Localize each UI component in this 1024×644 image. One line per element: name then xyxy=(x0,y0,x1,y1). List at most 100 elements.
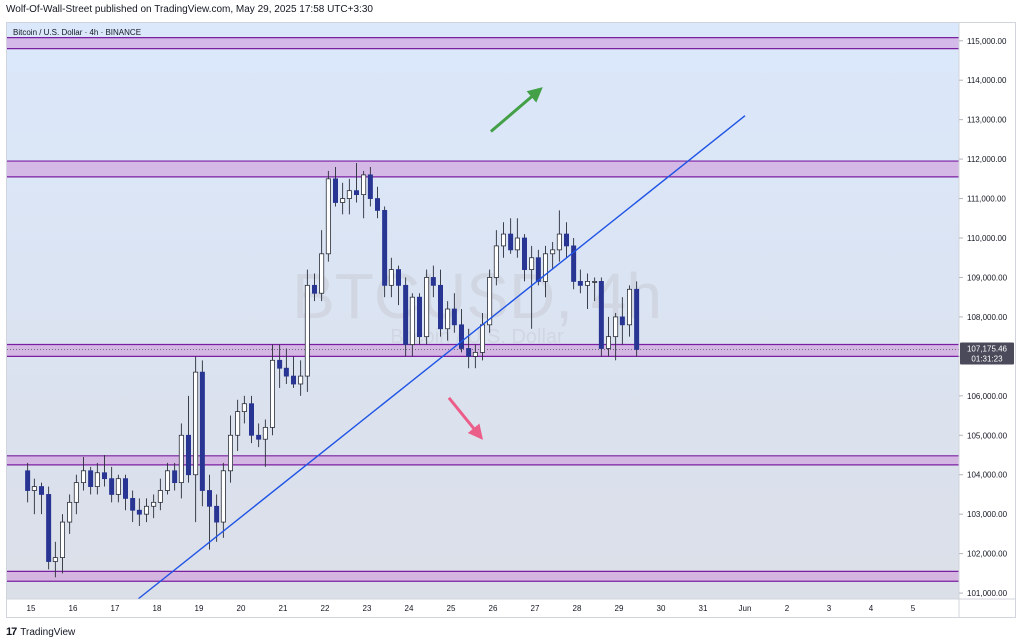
candle-56 xyxy=(416,293,422,345)
candle-body xyxy=(298,375,304,385)
candle-body xyxy=(220,470,226,523)
candle-12 xyxy=(109,466,115,503)
candle-body xyxy=(214,505,220,523)
zone-3 xyxy=(7,455,959,465)
candle-71 xyxy=(522,234,528,282)
candle-15 xyxy=(130,490,136,523)
candle-75 xyxy=(550,241,556,270)
candle-body xyxy=(445,308,451,330)
chart-title: Bitcoin / U.S. Dollar · 4h · BINANCE xyxy=(13,28,141,37)
candle-body xyxy=(437,284,443,330)
candle-58 xyxy=(430,265,436,298)
candle-67 xyxy=(493,230,499,286)
candle-body xyxy=(102,472,108,480)
candle-37 xyxy=(283,348,289,384)
arrows-layer[interactable] xyxy=(447,87,543,440)
candle-body xyxy=(52,557,58,562)
candle-body xyxy=(424,277,430,338)
tradingview-brand[interactable]: 17 TradingView xyxy=(6,626,75,638)
candle-body xyxy=(564,233,570,247)
x-tick-label: 15 xyxy=(27,604,36,613)
candle-84 xyxy=(613,312,619,361)
candle-62 xyxy=(458,309,464,353)
candle-21 xyxy=(172,462,178,491)
chart-frame[interactable]: BTCUSD, 4h Bitcoin / U.S. Dollar Bitcoin… xyxy=(6,22,1016,618)
candle-83 xyxy=(606,316,612,357)
candle-57 xyxy=(424,269,430,345)
candle-82 xyxy=(598,277,604,357)
y-axis[interactable]: 101,000.00 102,000.00 103,000.00 104,000.00… xyxy=(959,37,1008,598)
candle-85 xyxy=(619,297,625,345)
candle-35 xyxy=(269,344,275,436)
candle-body xyxy=(115,478,121,495)
x-axis[interactable]: 15 16 17 18 19 20 21 22 23 24 25 26 27 28 29 30 31 Jun 2 3 4… xyxy=(27,604,916,613)
trendline xyxy=(137,115,746,600)
candle-76 xyxy=(556,210,562,262)
candle-body xyxy=(283,367,289,377)
candle-body xyxy=(109,478,115,495)
y-tick-label: 112,000.00 xyxy=(967,155,1007,164)
x-tick-label: 29 xyxy=(615,604,624,613)
candle-36 xyxy=(277,344,283,388)
candle-22 xyxy=(178,423,184,499)
candle-39 xyxy=(298,360,304,396)
candle-body xyxy=(395,269,401,286)
price-tag-countdown: 01:31:23 xyxy=(971,354,1003,363)
candle-body xyxy=(325,178,331,255)
candle-23 xyxy=(185,395,191,483)
candle-77 xyxy=(564,222,570,258)
candle-body xyxy=(479,324,485,353)
zone-1 xyxy=(7,161,959,177)
candle-body xyxy=(248,403,254,436)
y-tick-label: 115,000.00 xyxy=(967,37,1007,46)
candle-10 xyxy=(94,462,100,495)
brand-text: TradingView xyxy=(20,626,76,638)
candle-4 xyxy=(52,541,58,578)
candle-49 xyxy=(367,167,373,207)
candle-14 xyxy=(123,474,129,511)
candle-body xyxy=(577,281,583,286)
candle-body xyxy=(493,245,499,278)
candle-body xyxy=(172,470,178,484)
candle-19 xyxy=(157,478,163,511)
candle-60 xyxy=(445,301,451,341)
candle-40 xyxy=(304,269,310,392)
plot-background xyxy=(7,23,959,599)
candle-body xyxy=(522,237,528,270)
candle-body xyxy=(130,497,136,511)
y-tick-label: 113,000.00 xyxy=(967,116,1007,125)
y-tick-label: 106,000.00 xyxy=(967,392,1008,401)
candle-9 xyxy=(88,466,94,495)
arrow-down xyxy=(447,396,484,440)
candle-8 xyxy=(81,456,87,491)
candle-body xyxy=(487,277,493,326)
candle-body xyxy=(374,198,380,211)
candle-13 xyxy=(115,474,121,503)
candle-body xyxy=(157,490,163,503)
candle-body xyxy=(319,253,325,294)
trend-layer[interactable] xyxy=(137,115,746,600)
candle-body xyxy=(206,490,212,507)
candle-body xyxy=(143,505,149,515)
candle-87 xyxy=(634,281,640,357)
candle-body xyxy=(340,198,346,203)
candle-25 xyxy=(199,360,205,507)
candle-30 xyxy=(235,399,241,452)
candle-body xyxy=(571,245,577,282)
candle-body xyxy=(332,178,338,203)
candle-11 xyxy=(102,455,108,487)
candle-body xyxy=(466,348,472,357)
candlestick-chart[interactable]: BTCUSD, 4h Bitcoin / U.S. Dollar Bitcoin… xyxy=(7,23,1015,617)
x-tick-label: 5 xyxy=(911,604,916,613)
candle-body xyxy=(81,470,87,484)
candle-41 xyxy=(311,273,317,302)
candle-body xyxy=(31,486,37,491)
candle-body xyxy=(304,284,310,377)
candle-43 xyxy=(325,170,331,262)
candle-66 xyxy=(487,269,493,333)
x-tick-label: 21 xyxy=(279,604,288,613)
candle-body xyxy=(185,434,191,476)
y-tick-label: 102,000.00 xyxy=(967,550,1008,559)
x-tick-label: Jun xyxy=(739,604,752,613)
candle-6 xyxy=(67,494,73,534)
